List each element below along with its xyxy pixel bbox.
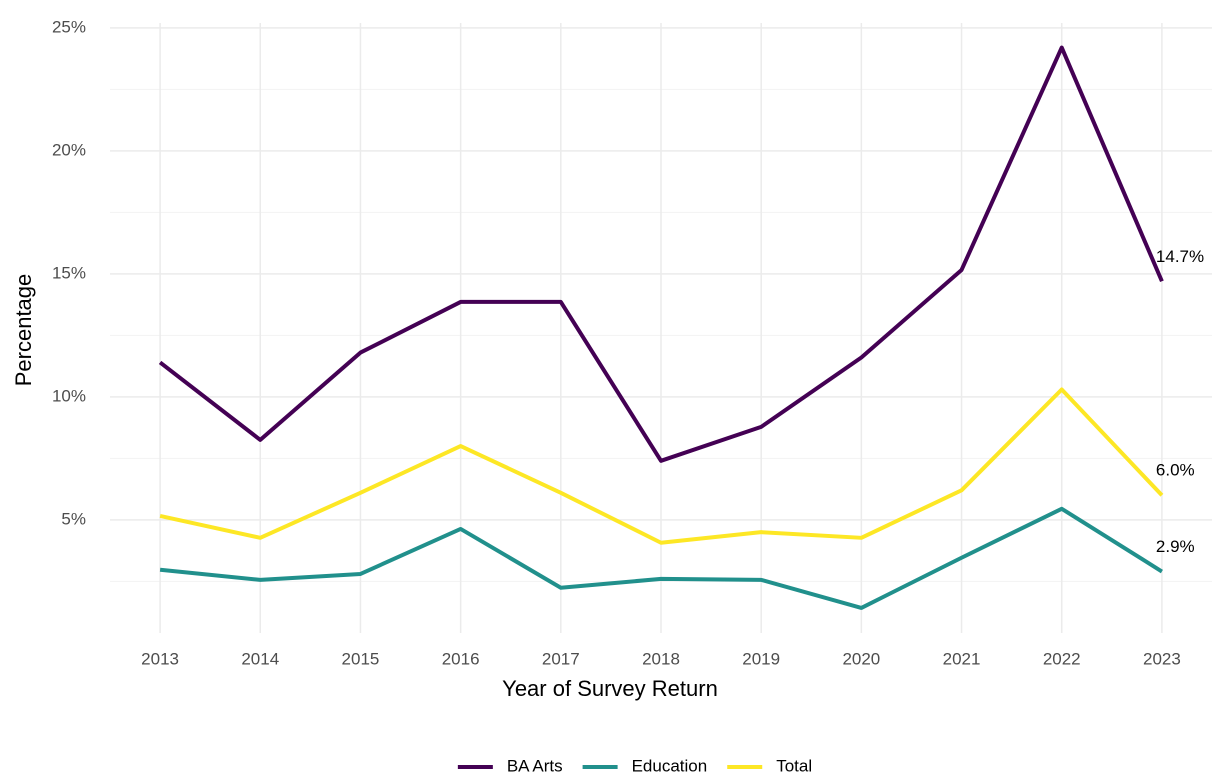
y-tick-label: 15% (52, 263, 86, 282)
legend-label: BA Arts (507, 756, 563, 775)
x-tick-label: 2015 (342, 649, 380, 668)
legend-label: Education (632, 756, 708, 775)
y-tick-label: 10% (52, 386, 86, 405)
x-tick-label: 2020 (842, 649, 880, 668)
y-tick-label: 20% (52, 140, 86, 159)
line (159, 387, 1164, 545)
x-tick-label: 2019 (742, 649, 780, 668)
y-tick-label: 25% (52, 17, 86, 36)
x-axis-label: Year of Survey Return (502, 676, 718, 701)
data-label: 6.0% (1156, 461, 1195, 480)
data-label: 14.7% (1156, 247, 1204, 266)
x-tick-label: 2014 (241, 649, 279, 668)
data-label: 2.9% (1156, 537, 1195, 556)
line (158, 45, 1164, 463)
line (159, 506, 1163, 610)
x-tick-label: 2023 (1143, 649, 1181, 668)
x-tick-label: 2017 (542, 649, 580, 668)
x-tick-label: 2018 (642, 649, 680, 668)
y-tick-label: 5% (61, 509, 86, 528)
x-tick-label: 2013 (141, 649, 179, 668)
x-tick-label: 2021 (943, 649, 981, 668)
y-axis-label: Percentage (11, 274, 36, 387)
legend-label: Total (776, 756, 812, 775)
x-tick-label: 2016 (442, 649, 480, 668)
x-tick-label: 2022 (1043, 649, 1081, 668)
